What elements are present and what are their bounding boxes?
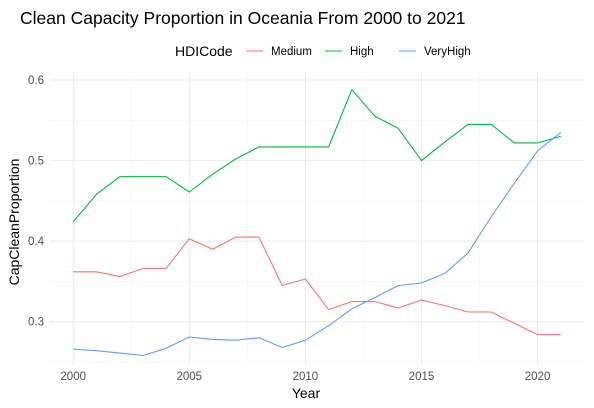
x-axis-title: Year [292,385,321,401]
legend-title: HDICode [175,43,233,59]
x-tick-label: 2005 [177,371,203,383]
plot-area [50,72,584,366]
y-axis-title: CapCleanProportion [6,159,22,286]
legend-label: Medium [271,46,312,58]
y-tick-label: 0.4 [28,236,45,248]
gridlines [50,72,584,366]
y-tick-label: 0.5 [28,156,44,168]
legend-label: VeryHigh [424,46,471,58]
series-line-high [72,89,561,223]
chart-title: Clean Capacity Proportion in Oceania Fro… [20,8,466,28]
legend: HDICode Medium High VeryHigh [175,43,471,59]
y-tick-label: 0.3 [28,317,44,329]
x-tick-label: 2015 [409,371,435,383]
series-lines [72,89,562,357]
y-tick-label: 0.6 [28,75,44,87]
x-tick-label: 2020 [525,371,551,383]
y-axis-ticks: 0.3 0.4 0.5 0.6 [28,75,45,329]
x-axis-ticks: 2000 2005 2010 2015 2020 [60,371,550,383]
x-tick-label: 2010 [293,371,319,383]
x-tick-label: 2000 [60,371,86,383]
series-line-veryhigh [73,131,562,357]
series-line-medium [73,236,561,336]
legend-label: High [350,46,374,58]
